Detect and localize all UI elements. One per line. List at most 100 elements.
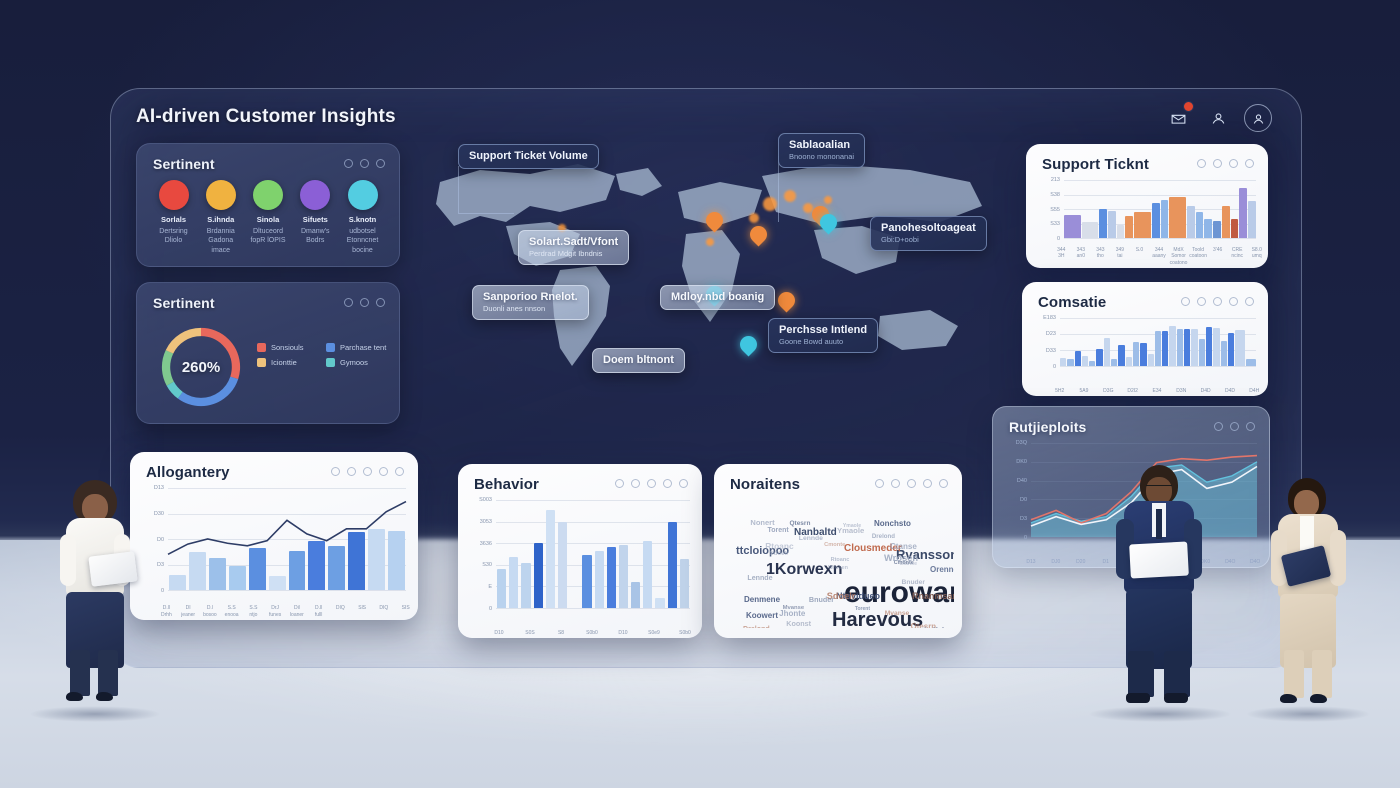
map-callout-sanporioo-rnelot[interactable]: Sanporioo Rnelot. Duonli anes nnson	[472, 285, 589, 320]
word-cloud-term[interactable]: Rnanmsarne	[912, 592, 954, 601]
bar[interactable]	[1206, 327, 1212, 366]
word-cloud-term[interactable]: Harevous	[832, 610, 923, 628]
map-pin-cyan[interactable]	[740, 336, 757, 358]
bar[interactable]	[655, 598, 664, 608]
bar[interactable]	[1161, 200, 1169, 238]
bar[interactable]	[534, 543, 543, 608]
map-pin-cyan[interactable]	[820, 214, 837, 236]
mail-icon[interactable]	[1164, 104, 1192, 132]
bar[interactable]	[1222, 206, 1230, 238]
bar[interactable]	[1204, 219, 1212, 238]
allogantery-chart-card[interactable]: Allogantery 0 D3 D0 D30 D13 D.ll Drhh DI jeaner…	[130, 452, 418, 620]
donut-legend-item[interactable]: Icionttie	[257, 358, 320, 367]
bar[interactable]	[1082, 222, 1099, 238]
bar[interactable]	[1111, 359, 1117, 366]
sentiment-swatch[interactable]: Sinola Dltuceord fopR lOPIS	[246, 180, 291, 255]
bar[interactable]	[509, 557, 518, 608]
word-cloud-card[interactable]: Noraitens eurowarsHarevous 1Korwexn Rvanss…	[714, 464, 962, 638]
bar[interactable]	[1108, 211, 1116, 238]
bar[interactable]	[619, 545, 628, 608]
card-menu-dots[interactable]	[875, 479, 948, 488]
donut-legend-item[interactable]: Sonsiouls	[257, 343, 320, 352]
bar[interactable]	[1228, 333, 1234, 366]
donut-legend-item[interactable]: Parchase tent	[326, 343, 389, 352]
bar[interactable]	[1169, 326, 1175, 366]
user-icon[interactable]	[1204, 104, 1232, 132]
bar[interactable]	[1075, 351, 1081, 366]
bar[interactable]	[1133, 342, 1139, 366]
card-menu-dots[interactable]	[344, 159, 385, 168]
map-pin-orange[interactable]	[778, 292, 795, 314]
bar[interactable]	[1126, 357, 1132, 366]
word-cloud-term[interactable]: Nonchsto	[874, 520, 911, 528]
bar[interactable]	[521, 563, 530, 608]
behavior-chart-card[interactable]: Behavior 0 E S30 3636 3053 S003 D10 S0S S8 S0b0 D…	[458, 464, 702, 638]
bar[interactable]	[1118, 345, 1124, 366]
bar[interactable]	[1148, 354, 1154, 366]
card-menu-dots[interactable]	[1181, 297, 1254, 306]
bar[interactable]	[1248, 201, 1256, 238]
sentiment-donut-card[interactable]: Sertinent 260% Sonsiouls Parchase tent Ici…	[136, 282, 400, 424]
sentiment-swatch-card[interactable]: Sertinent Sorlals Dertsring Dliolo S.ihnda…	[136, 143, 400, 267]
word-cloud-term[interactable]: Koowert	[746, 612, 778, 620]
bar[interactable]	[1169, 197, 1186, 238]
bar[interactable]	[1096, 349, 1102, 366]
bar[interactable]	[1239, 188, 1247, 238]
bar[interactable]	[1125, 216, 1133, 238]
card-menu-dots[interactable]	[1197, 159, 1254, 168]
bar[interactable]	[1134, 212, 1151, 238]
bar[interactable]	[631, 582, 640, 608]
account-circle-icon[interactable]	[1244, 104, 1272, 132]
map-callout-purchase-intent[interactable]: Perchsse Intlend Goone Bowd auuto	[768, 318, 878, 353]
donut-legend-item[interactable]: Gymoos	[326, 358, 389, 367]
bar[interactable]	[1213, 328, 1219, 366]
sentiment-swatch[interactable]: S.ihnda Brdannia Gadona imace	[198, 180, 243, 255]
card-menu-dots[interactable]	[615, 479, 688, 488]
bar[interactable]	[1140, 343, 1146, 366]
bar[interactable]	[1187, 206, 1195, 238]
map-callout-doem-bltnont[interactable]: Doem bltnont	[592, 348, 685, 373]
bar[interactable]	[1235, 330, 1245, 366]
word-cloud-term[interactable]: Orennca	[930, 566, 954, 574]
bar[interactable]	[1199, 339, 1205, 366]
map-callout-solar-sadt-vfont[interactable]: Solart.Sadt/Vfont Perdrad Mdgit Ibndnis	[518, 230, 629, 265]
map-callout-panohesoltoageat[interactable]: Panohesoltoageat Gbi:D+oobi	[870, 216, 987, 251]
sentiment-swatch[interactable]: Sifuets Dmanw's Bodrs	[293, 180, 338, 255]
bar[interactable]	[1191, 329, 1197, 366]
bar[interactable]	[1064, 215, 1081, 238]
support-ticket-chart-card[interactable]: Support Ticknt 0 S33 S55 S38 213 344 3H 343 an0…	[1026, 144, 1268, 268]
bar[interactable]	[643, 541, 652, 608]
bar[interactable]	[1221, 341, 1227, 366]
sentiment-swatch[interactable]: Sorlals Dertsring Dliolo	[151, 180, 196, 255]
bar[interactable]	[1184, 329, 1190, 366]
comsatie-chart-card[interactable]: Comsatie 0 D33 D23 E183 5H2 5A9 D3G D2I2 E34 D3N…	[1022, 282, 1268, 396]
bar[interactable]	[1213, 221, 1221, 238]
bar[interactable]	[546, 510, 555, 608]
word-cloud-term[interactable]: Denmene	[744, 596, 780, 604]
map-callout-mdloy-nbd-boanig[interactable]: Mdloy.nbd boanig	[660, 285, 775, 310]
bar[interactable]	[1060, 358, 1066, 366]
bar[interactable]	[607, 547, 616, 608]
map-pin-orange[interactable]	[750, 226, 767, 248]
bar[interactable]	[1162, 331, 1168, 366]
world-map[interactable]: Support Ticket Volume Solart.Sadt/Vfont Pe…	[410, 130, 1010, 430]
bar[interactable]	[1152, 203, 1160, 238]
bar[interactable]	[497, 569, 506, 608]
bar[interactable]	[1155, 331, 1161, 366]
bar[interactable]	[1082, 356, 1088, 366]
sentiment-swatch[interactable]: S.knotn udbotsel Etonncnet bocine	[340, 180, 385, 255]
card-menu-dots[interactable]	[1214, 422, 1255, 431]
bar[interactable]	[680, 559, 689, 608]
bar[interactable]	[1099, 209, 1107, 238]
map-callout-sablaoalian[interactable]: Sablaoalian Bnoono mononanai	[778, 133, 865, 168]
bar[interactable]	[1177, 329, 1183, 366]
bar[interactable]	[582, 555, 591, 608]
bar[interactable]	[1067, 359, 1073, 366]
card-menu-dots[interactable]	[331, 467, 404, 476]
bar[interactable]	[668, 522, 677, 608]
bar[interactable]	[558, 522, 567, 608]
bar[interactable]	[1089, 361, 1095, 366]
bar[interactable]	[1246, 359, 1256, 366]
bar[interactable]	[1117, 225, 1125, 238]
bar[interactable]	[1104, 338, 1110, 366]
